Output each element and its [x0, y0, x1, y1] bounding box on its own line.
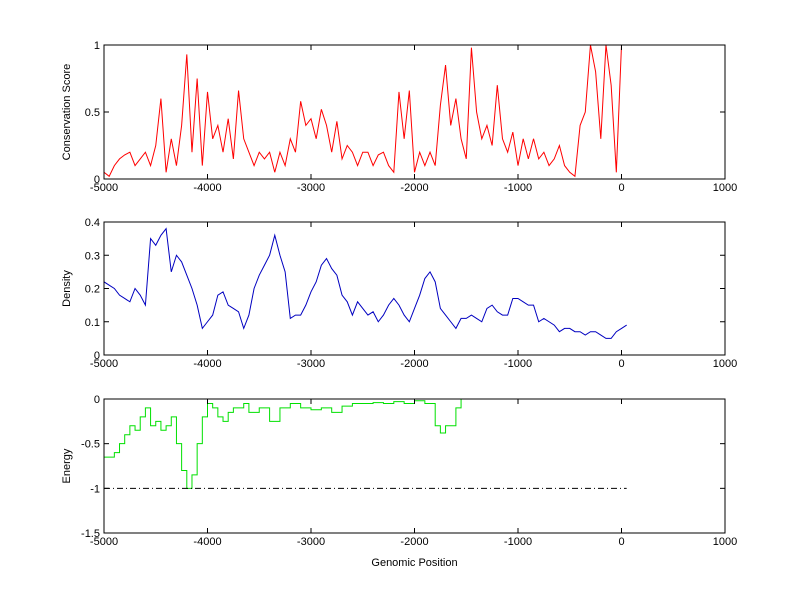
x-tick-label: -4000	[193, 536, 221, 548]
x-tick-label: 1000	[713, 182, 737, 194]
y-axis-label: Conservation Score	[61, 64, 73, 161]
x-tick-label: -1000	[504, 536, 532, 548]
x-tick-label: -3000	[297, 536, 325, 548]
y-axis-label: Density	[61, 270, 73, 307]
x-tick-label: -2000	[400, 182, 428, 194]
x-tick-label: -2000	[400, 536, 428, 548]
x-tick-label: -5000	[90, 182, 118, 194]
series-group	[104, 398, 627, 489]
y-tick-label: 0.4	[85, 217, 100, 229]
y-tick-label: -1	[90, 483, 100, 495]
x-axis-label: Genomic Position	[371, 557, 457, 569]
x-tick-label: -1000	[504, 358, 532, 370]
y-tick-label: 0.2	[85, 284, 100, 296]
data-line	[104, 398, 503, 489]
y-tick-label: 0.3	[85, 250, 100, 262]
series-group	[104, 44, 627, 178]
y-tick-label: -0.5	[81, 439, 100, 451]
data-line	[104, 44, 627, 178]
data-line	[104, 227, 627, 339]
plot-area	[104, 45, 725, 179]
axes: -5000 -4000 -3000 -2000 -1000 0 1000 0 0.5 1 Conse…	[61, 40, 737, 194]
y-tick-label: 0.5	[85, 107, 100, 119]
y-tick-label: 0	[94, 174, 100, 186]
axes: -5000 -4000 -3000 -2000 -1000 0 1000 -1.5 -1 -0.5…	[61, 394, 737, 569]
axes: -5000 -4000 -3000 -2000 -1000 0 1000 0 0.1 0.2 0.3…	[61, 217, 737, 370]
x-tick-label: 0	[618, 536, 624, 548]
x-tick-label: -5000	[90, 536, 118, 548]
plot-area	[104, 222, 725, 355]
x-tick-label: 1000	[713, 536, 737, 548]
x-tick-label: 0	[618, 182, 624, 194]
y-tick-label: 0	[94, 394, 100, 406]
x-tick-label: -5000	[90, 358, 118, 370]
y-tick-label: 1	[94, 40, 100, 52]
x-tick-label: -2000	[400, 358, 428, 370]
y-tick-label: 0.1	[85, 317, 100, 329]
x-tick-label: 0	[618, 358, 624, 370]
y-axis-label: Energy	[61, 448, 73, 483]
x-tick-label: -4000	[193, 358, 221, 370]
x-tick-label: -3000	[297, 358, 325, 370]
y-tick-label: -1.5	[81, 528, 100, 540]
y-tick-label: 0	[94, 350, 100, 362]
x-tick-label: -1000	[504, 182, 532, 194]
x-tick-label: 1000	[713, 358, 737, 370]
x-tick-label: -4000	[193, 182, 221, 194]
plot-area	[104, 399, 725, 533]
series-group	[104, 227, 627, 339]
x-tick-label: -3000	[297, 182, 325, 194]
